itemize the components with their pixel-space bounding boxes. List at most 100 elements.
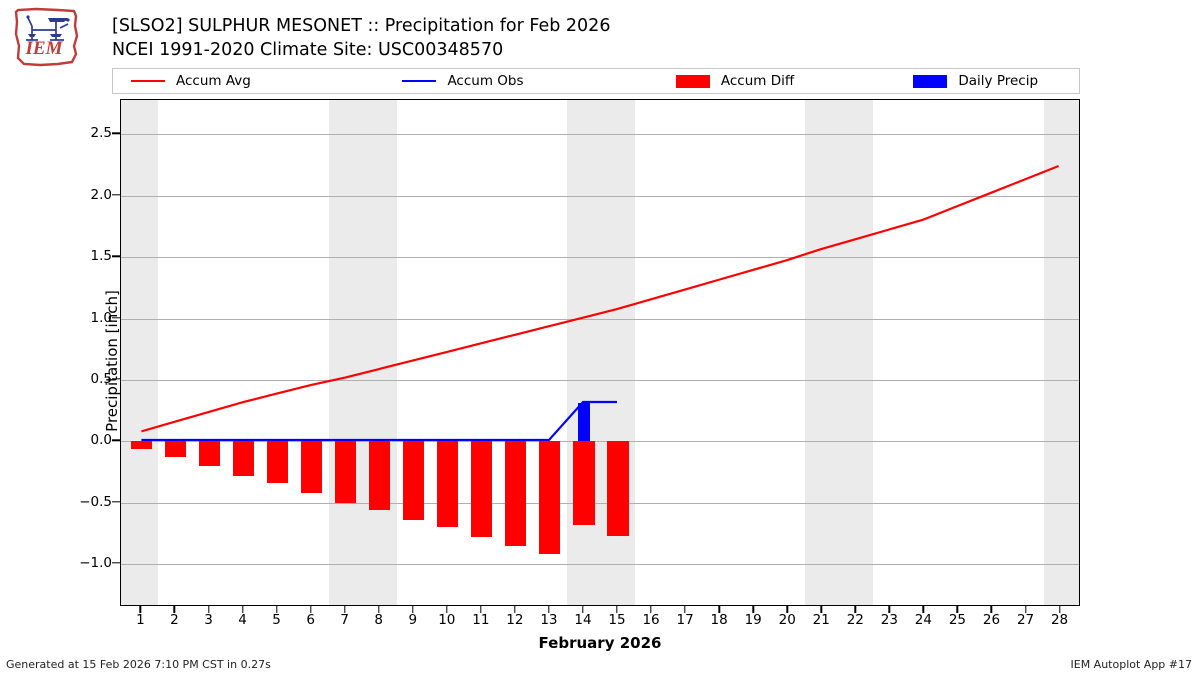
y-tick-mark (112, 255, 120, 257)
x-tick-mark (820, 606, 822, 613)
legend-line-marker-accum-obs (402, 80, 437, 82)
x-tick-mark (275, 606, 278, 613)
page-title: [SLSO2] SULPHUR MESONET :: Precipitation… (112, 14, 1012, 62)
x-tick-mark (173, 606, 176, 613)
x-tick-label: 10 (438, 612, 456, 628)
legend-item-accum-avg: Accum Avg (113, 73, 382, 89)
x-tick-label: 5 (272, 612, 281, 628)
title-line-2: NCEI 1991-2020 Climate Site: USC00348570 (112, 40, 504, 60)
y-tick-label: 0.5 (90, 370, 112, 387)
x-tick-mark (1058, 606, 1061, 613)
gridline (121, 134, 1079, 136)
x-tick-label: 6 (306, 612, 315, 628)
bar-accum-diff (369, 441, 391, 510)
weekend-band (1043, 100, 1079, 605)
legend-item-accum-obs: Accum Obs (382, 73, 653, 89)
y-tick-label: −1.0 (79, 555, 112, 572)
footer-app-text: IEM Autoplot App #17 (1070, 658, 1193, 671)
x-tick-label: 19 (744, 612, 762, 628)
x-tick-label: 18 (710, 612, 728, 628)
x-tick-mark (854, 606, 857, 613)
line-accum-obs (141, 400, 617, 442)
bar-accum-diff (403, 441, 425, 520)
iem-logo-text: IEM (25, 38, 64, 59)
x-tick-label: 13 (540, 612, 558, 628)
plot-area (120, 99, 1080, 606)
series-line-layer (141, 165, 1060, 442)
x-tick-mark (207, 606, 210, 613)
y-tick-mark (112, 194, 120, 196)
legend-label-accum-diff: Accum Diff (720, 73, 795, 89)
y-tick-label: 1.0 (90, 309, 112, 326)
x-tick-mark (582, 606, 584, 613)
weekend-band (328, 100, 397, 605)
gridline (121, 195, 1079, 197)
legend-line-marker-accum-avg (131, 80, 165, 82)
title-line-1: [SLSO2] SULPHUR MESONET :: Precipitation… (112, 16, 611, 36)
legend-patch-marker-daily-precip (913, 74, 948, 88)
x-tick-mark (139, 606, 142, 613)
gridline (121, 257, 1079, 259)
line-accum-avg (141, 165, 1060, 433)
x-tick-label: 3 (204, 612, 213, 628)
x-tick-mark (241, 606, 244, 613)
bar-accum-diff (130, 441, 152, 449)
x-tick-mark (446, 606, 448, 613)
gridline (121, 502, 1079, 504)
legend-patch-marker-accum-diff (675, 74, 710, 88)
y-tick-label: 2.0 (90, 186, 112, 203)
chart-legend: Accum Avg Accum Obs Accum Diff Daily Pre… (112, 68, 1080, 94)
weekend-band (121, 100, 159, 605)
x-tick-label: 9 (408, 612, 418, 628)
y-tick-label: −0.5 (79, 493, 112, 510)
bar-accum-diff (437, 441, 459, 528)
y-tick-mark (112, 316, 120, 319)
x-tick-label: 7 (340, 612, 349, 628)
iem-logo: IEM (6, 6, 86, 70)
x-tick-mark (922, 606, 925, 613)
x-tick-label: 8 (374, 612, 384, 628)
x-tick-label: 1 (136, 612, 145, 628)
bar-accum-diff (539, 441, 561, 555)
x-tick-mark (378, 606, 380, 613)
x-axis-label: February 2026 (538, 634, 662, 652)
gridline (121, 441, 1079, 443)
y-tick-label: 1.5 (90, 248, 112, 265)
y-tick-label: 2.5 (90, 125, 112, 142)
bar-accum-diff (505, 441, 527, 546)
bar-accum-diff (573, 441, 595, 525)
x-tick-label: 20 (778, 612, 796, 628)
x-tick-mark (309, 606, 312, 613)
x-tick-mark (548, 606, 550, 613)
x-tick-label: 23 (880, 612, 898, 628)
x-tick-label: 17 (676, 612, 694, 628)
bar-accum-diff (301, 441, 323, 493)
x-tick-mark (956, 606, 959, 613)
bar-accum-diff (267, 441, 289, 483)
x-tick-mark (616, 606, 618, 613)
footer-generated-text: Generated at 15 Feb 2026 7:10 PM CST in … (6, 658, 271, 671)
x-tick-label: 22 (846, 612, 864, 628)
bar-accum-diff (335, 441, 357, 503)
y-tick-mark (112, 378, 120, 380)
legend-item-daily-precip: Daily Precip (893, 73, 1079, 89)
bar-accum-diff (198, 441, 221, 466)
y-tick-mark (112, 562, 120, 564)
x-tick-mark (888, 606, 891, 613)
bar-accum-diff (164, 441, 186, 458)
x-tick-label: 14 (574, 612, 592, 628)
x-tick-mark (480, 606, 482, 613)
y-tick-label: 0.0 (90, 432, 112, 449)
x-tick-label: 28 (1050, 612, 1069, 628)
x-tick-mark (718, 606, 720, 613)
y-axis-label: Precipitation [inch] (103, 290, 121, 432)
gridline (121, 564, 1079, 566)
bar-daily-precip (578, 403, 590, 442)
x-tick-mark (990, 606, 993, 613)
x-tick-mark (343, 606, 346, 613)
legend-item-accum-diff: Accum Diff (654, 73, 894, 89)
x-tick-label: 4 (238, 612, 247, 628)
bar-accum-diff (233, 441, 255, 476)
x-tick-label: 16 (642, 612, 660, 628)
